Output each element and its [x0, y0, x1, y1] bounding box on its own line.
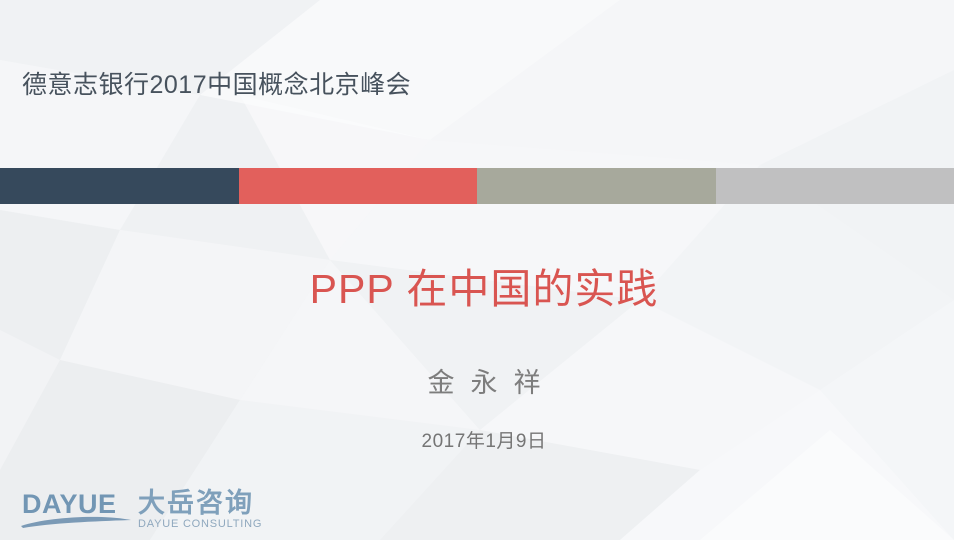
- logo-chinese-name: 大岳咨询: [138, 488, 254, 518]
- logo-chinese-block: 大岳咨询 DAYUE CONSULTING: [138, 489, 262, 530]
- logo-subtitle: DAYUE CONSULTING: [138, 518, 263, 530]
- logo-wordmark: DAYUE: [22, 489, 117, 519]
- divider-bar: [0, 168, 954, 204]
- bar-segment-navy: [0, 168, 239, 204]
- header-title: 德意志银行2017中国概念北京峰会: [22, 71, 412, 99]
- bar-segment-coral: [238, 168, 477, 204]
- dayue-logo: DAYUE 大岳咨询 DAYUE CONSULTING: [21, 489, 262, 531]
- bar-segment-silver: [715, 168, 954, 204]
- logo-wordmark-block: DAYUE: [21, 489, 134, 531]
- presentation-date: 2017年1月9日: [421, 431, 547, 452]
- bar-segment-sage: [477, 168, 716, 204]
- slide-title: PPP 在中国的实践: [309, 266, 659, 312]
- logo-swoosh-icon: [21, 516, 131, 528]
- author-name: 金永祥: [427, 368, 557, 398]
